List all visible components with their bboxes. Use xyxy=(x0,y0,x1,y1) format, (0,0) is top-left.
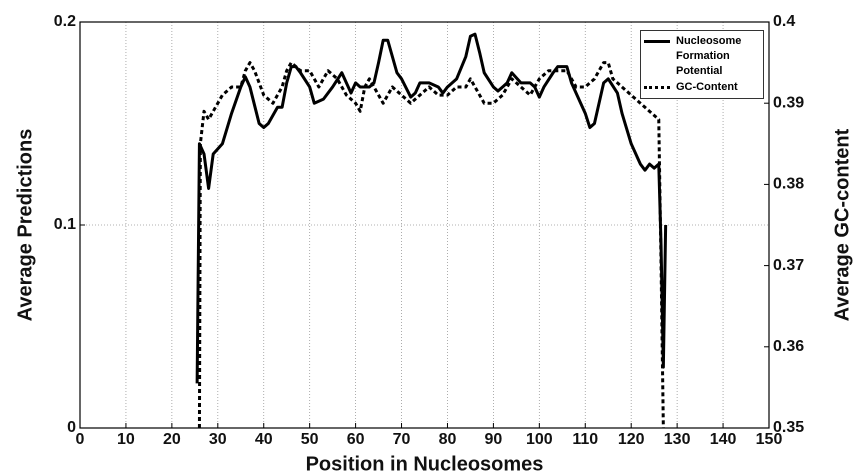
y-tick-label: 0.1 xyxy=(54,216,76,233)
legend-swatch xyxy=(644,86,670,89)
series-line xyxy=(197,61,665,429)
x-tick-label: 20 xyxy=(163,431,181,448)
x-tick-label: 30 xyxy=(209,431,227,448)
y2-tick-label: 0.37 xyxy=(773,257,804,274)
legend-item: GC-Content xyxy=(644,80,760,95)
y2-tick-label: 0.4 xyxy=(773,13,795,30)
y-axis-title: Average Predictions xyxy=(14,129,36,322)
x-tick-label: 70 xyxy=(393,431,411,448)
x-tick-label: 40 xyxy=(255,431,273,448)
x-tick-label: 150 xyxy=(756,431,783,448)
y2-axis-title: Average GC-content xyxy=(831,128,853,321)
legend-item: Nucleosome Formation Potential xyxy=(644,34,760,79)
y2-tick-label: 0.38 xyxy=(773,176,804,193)
series-line xyxy=(195,32,668,384)
x-tick-label: 80 xyxy=(439,431,457,448)
y-tick-label: 0 xyxy=(67,419,76,436)
x-tick-label: 100 xyxy=(526,431,553,448)
x-tick-label: 0 xyxy=(76,431,85,448)
x-tick-label: 90 xyxy=(485,431,503,448)
legend-swatch xyxy=(644,40,670,43)
legend-label: GC-Content xyxy=(676,81,738,93)
y2-tick-label: 0.35 xyxy=(773,419,804,436)
x-tick-label: 110 xyxy=(572,431,598,448)
plot-frame xyxy=(79,21,770,429)
y2-tick-label: 0.39 xyxy=(773,94,804,111)
x-tick-label: 60 xyxy=(347,431,365,448)
x-tick-label: 140 xyxy=(710,431,737,448)
y-tick-label: 0.2 xyxy=(54,13,76,30)
legend: Nucleosome Formation Potential GC-Content xyxy=(640,30,764,99)
legend-label: Nucleosome Formation Potential xyxy=(676,35,742,77)
x-tick-label: 130 xyxy=(664,431,691,448)
x-tick-label: 120 xyxy=(618,431,645,448)
x-tick-label: 50 xyxy=(301,431,319,448)
y2-tick-label: 0.36 xyxy=(773,338,804,355)
x-axis-title: Position in Nucleosomes xyxy=(306,453,544,475)
x-tick-label: 10 xyxy=(117,431,135,448)
